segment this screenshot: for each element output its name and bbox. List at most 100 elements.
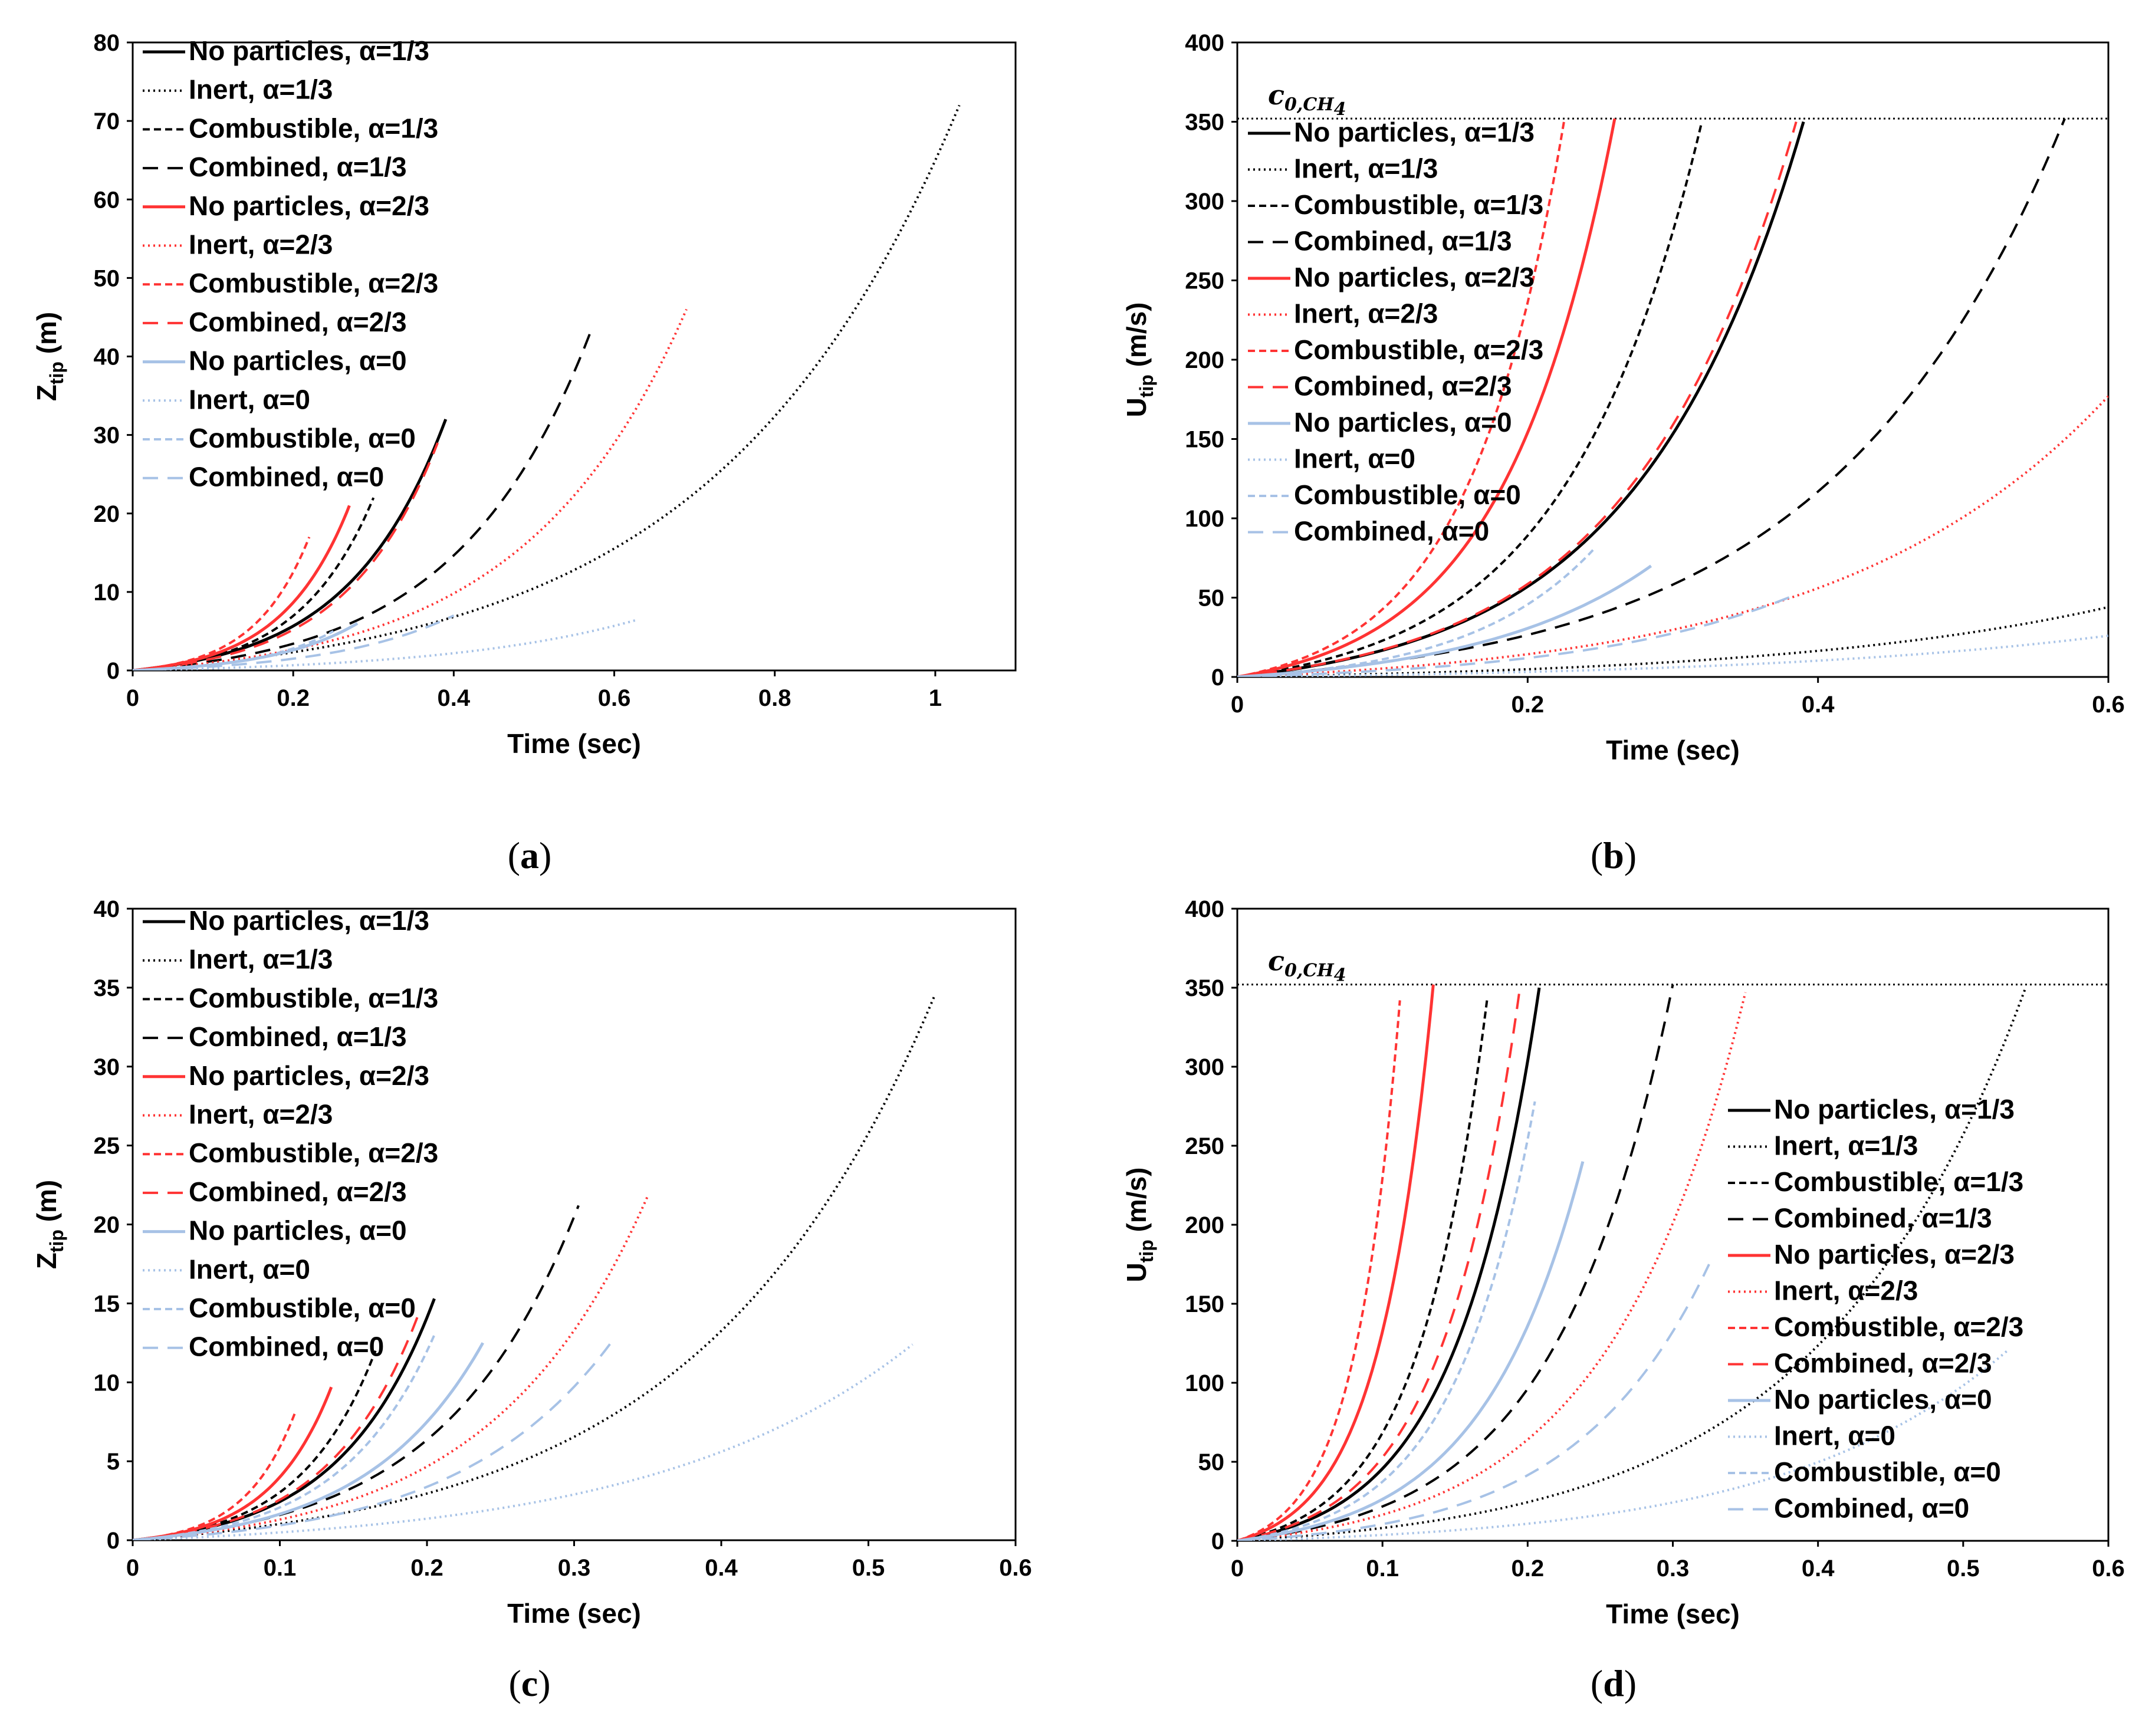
series-line bbox=[133, 536, 311, 670]
series-line bbox=[133, 442, 439, 670]
y-tick-label: 50 bbox=[1198, 1449, 1225, 1475]
reference-label-c0: c0,CH4 bbox=[1268, 945, 1346, 986]
series-line bbox=[1237, 549, 1594, 677]
y-tick-label: 40 bbox=[94, 344, 120, 370]
legend-entry: Combustible, α=1/3 bbox=[189, 113, 438, 143]
y-tick-label: 80 bbox=[94, 30, 120, 56]
y-tick-label: 200 bbox=[1185, 1212, 1224, 1238]
chart-panel-b: 0 50 100 150 200 250 300 350 400 0 0.2 0.4 0.6 Time (… bbox=[1121, 30, 2125, 765]
x-axis-label: Time (sec) bbox=[507, 728, 641, 759]
legend-entry: Inert, α=1/3 bbox=[1294, 153, 1438, 184]
legend-entry: Combustible, α=0 bbox=[189, 423, 416, 453]
x-axis-label: Time (sec) bbox=[1606, 1599, 1740, 1629]
x-tick-label: 0 bbox=[1231, 692, 1244, 718]
y-tick-label: 30 bbox=[94, 1054, 120, 1080]
legend-entry: Inert, α=2/3 bbox=[1294, 298, 1438, 329]
x-tick-label: 1 bbox=[929, 685, 942, 711]
legend-entry: Inert, α=2/3 bbox=[189, 1099, 333, 1130]
legend-entry: Combustible, α=1/3 bbox=[189, 982, 438, 1013]
legend-entry: Inert, α=1/3 bbox=[189, 944, 333, 975]
series-line bbox=[1237, 987, 1541, 1541]
x-tick-label: 0.4 bbox=[1802, 692, 1835, 718]
series-line bbox=[1237, 992, 1747, 1541]
legend-entry: No particles, α=1/3 bbox=[1774, 1094, 2015, 1125]
x-tick-label: 0 bbox=[126, 1555, 139, 1581]
series-line bbox=[133, 308, 688, 670]
legend-entry: No particles, α=1/3 bbox=[189, 35, 429, 66]
legend-entry: Combustible, α=2/3 bbox=[189, 1137, 438, 1168]
x-tick-label: 0.4 bbox=[1802, 1556, 1835, 1582]
legend-entry: Combined, α=2/3 bbox=[189, 307, 407, 337]
legend-entry: Combustible, α=0 bbox=[1774, 1456, 2001, 1487]
chart-panel-d: 0 50 100 150 200 250 300 350 400 0 0.1 0.2 0.3 0.4 0.5… bbox=[1121, 896, 2125, 1629]
y-tick-label: 40 bbox=[94, 896, 120, 922]
y-tick-label: 20 bbox=[94, 1212, 120, 1238]
y-tick-label: 35 bbox=[94, 975, 120, 1001]
x-tick-label: 0.1 bbox=[264, 1555, 297, 1581]
legend-entry: Inert, α=0 bbox=[1294, 443, 1415, 474]
legend: No particles, α=1/3 Inert, α=1/3 Combustib… bbox=[1248, 117, 1543, 547]
series-line bbox=[133, 1350, 377, 1540]
legend-entry: No particles, α=0 bbox=[189, 346, 407, 376]
x-axis-label: Time (sec) bbox=[507, 1598, 641, 1629]
y-tick-label: 0 bbox=[107, 658, 120, 684]
x-tick-label: 0.2 bbox=[410, 1555, 443, 1581]
series-line bbox=[1237, 593, 1797, 677]
legend-entry: No particles, α=1/3 bbox=[1294, 117, 1535, 147]
y-axis-label: Utip (m/s) bbox=[1121, 302, 1157, 417]
series-line bbox=[1237, 121, 1805, 677]
series-line bbox=[1237, 1350, 2008, 1541]
legend-entry: Inert, α=0 bbox=[1774, 1421, 1895, 1451]
y-tick-label: 0 bbox=[1211, 665, 1224, 691]
legend-entry: Combined, α=0 bbox=[189, 462, 384, 492]
legend-entry: No particles, α=0 bbox=[1774, 1384, 1992, 1415]
x-tick-label: 0.3 bbox=[558, 1555, 591, 1581]
series-line bbox=[1237, 1000, 1489, 1541]
chart-panel-c: 0 5 10 15 20 25 30 35 40 0 0.1 0.2 0.3 0.4 0.5 0.6 Time … bbox=[31, 896, 1032, 1629]
y-tick-label: 70 bbox=[94, 108, 120, 134]
series-line bbox=[133, 1342, 484, 1540]
series-line bbox=[1237, 634, 2108, 677]
series-line bbox=[1237, 121, 1703, 677]
legend-entry: Combined, α=1/3 bbox=[189, 152, 407, 182]
x-tick-label: 0.6 bbox=[2092, 692, 2125, 718]
legend-entry: Inert, α=1/3 bbox=[1774, 1130, 1918, 1161]
legend-entry: Inert, α=0 bbox=[189, 1254, 310, 1284]
legend-entry: No particles, α=2/3 bbox=[1774, 1239, 2015, 1270]
y-tick-label: 15 bbox=[94, 1291, 120, 1317]
y-axis-label: Utip (m/s) bbox=[1121, 1167, 1157, 1282]
y-tick-label: 350 bbox=[1185, 975, 1224, 1001]
legend-entry: Combined, α=0 bbox=[1294, 516, 1489, 547]
series-line bbox=[133, 332, 592, 670]
series-group bbox=[1237, 118, 2108, 677]
y-tick-label: 50 bbox=[1198, 586, 1225, 611]
y-tick-label: 100 bbox=[1185, 506, 1224, 532]
x-tick-label: 0.6 bbox=[2092, 1556, 2125, 1582]
series-line bbox=[1237, 1101, 1536, 1541]
series-line bbox=[133, 614, 455, 670]
panel-caption: (b) bbox=[1591, 834, 1637, 876]
legend-entry: Combined, α=0 bbox=[1774, 1493, 1969, 1524]
y-tick-label: 100 bbox=[1185, 1370, 1224, 1396]
series-line bbox=[1237, 984, 1522, 1541]
x-tick-label: 0.5 bbox=[1947, 1556, 1980, 1582]
legend-entry: No particles, α=2/3 bbox=[189, 190, 429, 221]
x-tick-label: 0 bbox=[1231, 1556, 1244, 1582]
y-tick-label: 20 bbox=[94, 501, 120, 527]
x-tick-label: 0.8 bbox=[758, 685, 791, 711]
legend-entry: No particles, α=2/3 bbox=[1294, 262, 1535, 292]
x-tick-label: 0.2 bbox=[1512, 1556, 1545, 1582]
legend-entry: Combustible, α=2/3 bbox=[1774, 1311, 2023, 1342]
series-line bbox=[1237, 118, 1617, 677]
legend-entry: Combustible, α=1/3 bbox=[1774, 1166, 2023, 1197]
x-tick-label: 0.6 bbox=[598, 685, 631, 711]
series-group bbox=[133, 995, 936, 1540]
legend-entry: Combustible, α=2/3 bbox=[1294, 334, 1543, 365]
y-tick-label: 60 bbox=[94, 187, 120, 213]
series-line bbox=[133, 1311, 421, 1540]
x-tick-label: 0.2 bbox=[1512, 692, 1545, 718]
legend: No particles, α=1/3 Inert, α=1/3 Combustib… bbox=[143, 35, 438, 492]
x-tick-label: 0 bbox=[126, 685, 139, 711]
legend-entry: Inert, α=2/3 bbox=[189, 229, 333, 260]
